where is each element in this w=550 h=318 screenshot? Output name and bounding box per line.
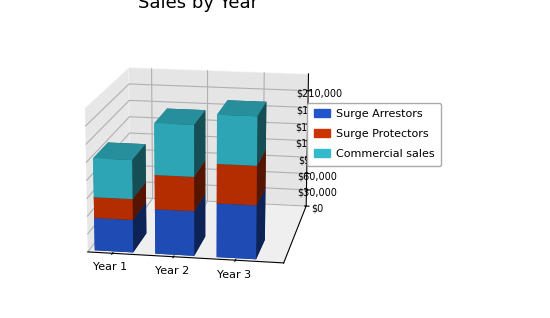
Legend: Surge Arrestors, Surge Protectors, Commercial sales: Surge Arrestors, Surge Protectors, Comme… [307, 102, 441, 166]
Title: Sales by Year: Sales by Year [138, 0, 258, 11]
